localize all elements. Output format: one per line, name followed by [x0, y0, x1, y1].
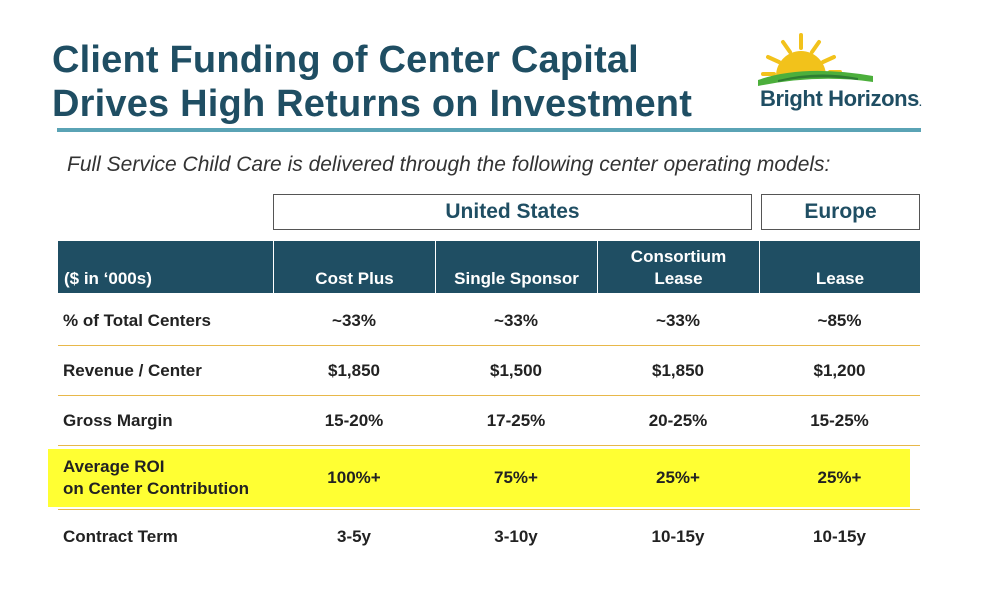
header-cost-plus: Cost Plus — [273, 241, 435, 293]
cell-value: ~33% — [494, 310, 538, 330]
row-label: Revenue / Center — [63, 360, 202, 380]
cell-value: ~85% — [817, 310, 862, 330]
brand-name: Bright Horizons — [760, 86, 919, 111]
cell-value: 17-25% — [486, 410, 546, 430]
table-row: Revenue / Center $1,850 $1,500 $1,850 $1… — [58, 346, 920, 396]
row-label: Contract Term — [63, 527, 178, 546]
table-row: Gross Margin 15-20% 17-25% 20-25% 15-25% — [58, 396, 920, 446]
row-label-line-1: Average ROI — [63, 456, 165, 476]
title-line-2: Drives High Returns on Investment — [52, 83, 693, 125]
cell-value: 15-20% — [324, 410, 384, 430]
title-divider — [57, 128, 921, 132]
cell-value: 10-15y — [651, 527, 705, 546]
brand-reg-mark: . — [919, 98, 922, 109]
cell-value: $1,850 — [652, 360, 704, 380]
cell-value: 3-10y — [494, 527, 538, 546]
row-label: Gross Margin — [63, 410, 173, 430]
header-lease: Lease — [759, 241, 920, 293]
header-consortium-lease: Consortium Lease — [597, 241, 759, 293]
row-label-line-2: on Center Contribution — [63, 478, 250, 498]
header-units: ($ in ‘000s) — [64, 269, 152, 288]
page-title: Client Funding of Center Capital Drives … — [52, 38, 752, 126]
cell-value: 25%+ — [817, 467, 862, 487]
brand-logo-text: Bright Horizons. — [760, 86, 922, 112]
row-label: Average ROI on Center Contribution — [58, 456, 273, 500]
cell-value: 10-15y — [813, 527, 866, 546]
cell-value: 75%+ — [494, 467, 538, 487]
group-united-states: United States — [273, 194, 752, 230]
cell-value: $1,500 — [490, 360, 542, 380]
cell-value: 100%+ — [327, 467, 381, 487]
table-row: Contract Term 3-5y 3-10y 10-15y 10-15y — [58, 512, 920, 562]
cell-value: 15-25% — [810, 410, 869, 430]
subtitle: Full Service Child Care is delivered thr… — [67, 153, 831, 176]
table-header: ($ in ‘000s) Cost Plus Single Sponsor Co… — [58, 241, 920, 293]
title-line-1: Client Funding of Center Capital — [52, 39, 639, 81]
header-single-sponsor: Single Sponsor — [435, 241, 597, 293]
cell-value: 20-25% — [648, 410, 708, 430]
group-europe: Europe — [761, 194, 920, 230]
cell-value: 3-5y — [336, 527, 372, 546]
cell-value: ~33% — [656, 310, 700, 330]
sun-logo-icon — [758, 33, 873, 86]
cell-value: $1,850 — [328, 360, 380, 380]
table-row: % of Total Centers ~33% ~33% ~33% ~85% — [58, 296, 920, 346]
roi-highlight — [48, 449, 910, 507]
cell-value: 25%+ — [656, 467, 700, 487]
cell-value: ~33% — [332, 310, 376, 330]
cell-value: $1,200 — [813, 360, 866, 380]
table-row-roi: Average ROI on Center Contribution 100%+… — [58, 446, 920, 510]
row-label: % of Total Centers — [63, 310, 211, 330]
